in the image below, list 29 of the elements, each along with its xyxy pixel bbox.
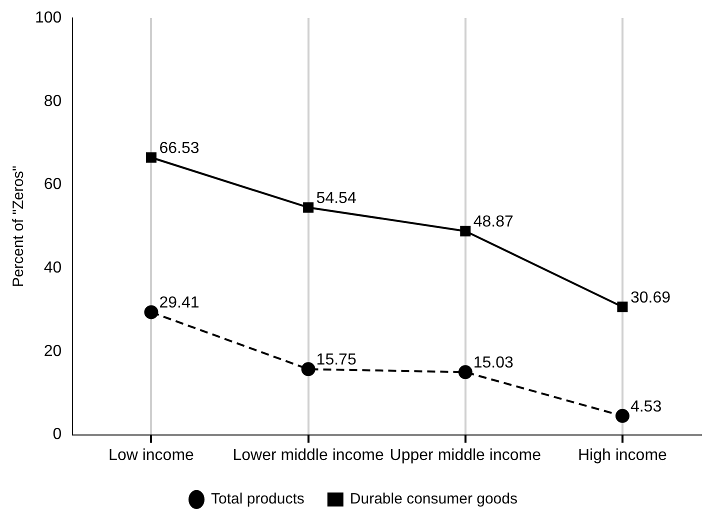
point [301,362,316,376]
legend-label: Total products [211,490,304,508]
point [615,408,630,423]
y-tick-label: 60 [44,176,62,194]
data-label: 15.03 [473,354,514,372]
y-axis-title: Percent of "Zeros" [10,166,28,288]
data-label: 15.75 [316,352,356,369]
y-tick-label: 0 [52,426,62,444]
y-tick-label: 100 [34,9,62,26]
point [617,302,628,312]
legend-label: Durable consumer goods [350,490,518,508]
x-tick-label: High income [578,446,668,464]
data-label: 48.87 [473,214,514,231]
data-label: 29.41 [159,294,200,312]
data-label: 54.54 [316,190,356,207]
y-tick-label: 80 [44,92,62,110]
x-tick-label: Lower middle income [232,446,384,464]
point [460,226,471,236]
data-label: 66.53 [159,140,200,157]
data-label: 30.69 [630,289,671,306]
y-tick-label: 20 [44,342,62,360]
point [303,202,314,213]
point [144,305,158,320]
data-label: 4.53 [630,398,662,416]
y-tick-label: 40 [44,259,62,276]
point [146,152,156,163]
point [458,365,472,380]
x-tick-label: Upper middle income [390,446,542,464]
x-tick-label: Low income [108,446,194,464]
